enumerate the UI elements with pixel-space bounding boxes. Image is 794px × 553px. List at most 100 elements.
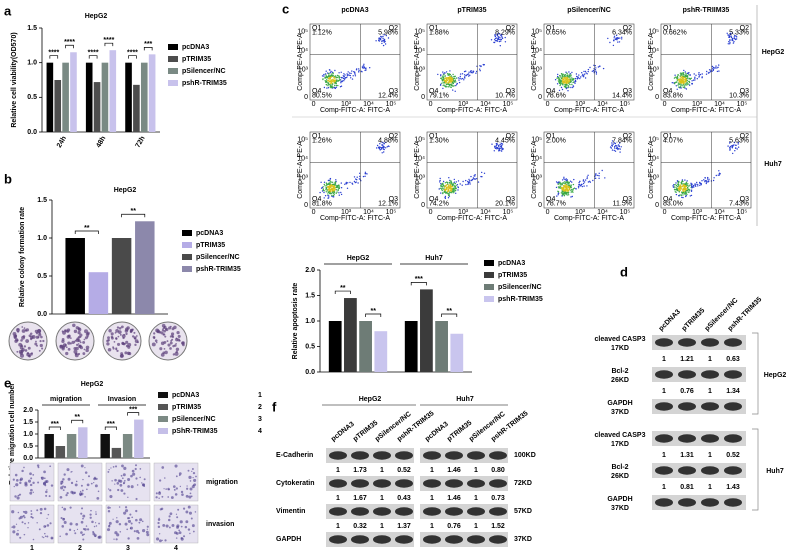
flow-event — [446, 79, 448, 82]
flow-x-tick: 10⁴ — [363, 209, 374, 216]
blot-band — [467, 535, 485, 544]
flow-event — [595, 67, 597, 69]
bar — [101, 62, 109, 132]
flow-event — [335, 86, 338, 88]
colony — [173, 325, 177, 330]
flow-event — [554, 79, 557, 81]
cell — [186, 485, 188, 487]
legend-swatch — [182, 230, 192, 236]
protein-name: cleaved CASP3 — [595, 336, 646, 343]
cell — [130, 485, 134, 489]
cell — [157, 518, 161, 521]
quantification: 1 — [336, 523, 340, 530]
quadrant-name: Q4 — [429, 88, 438, 95]
flow-event — [452, 189, 454, 191]
cell — [178, 529, 181, 532]
flow-event — [495, 37, 498, 39]
quantification: 1.46 — [447, 467, 461, 474]
cell — [191, 468, 194, 470]
cell-label: Huh7 — [766, 468, 784, 475]
flow-event — [575, 73, 578, 75]
protein-kd: 37KD — [514, 536, 532, 543]
cell — [43, 477, 46, 480]
flow-event — [682, 86, 684, 89]
flow-x-tick: 10⁴ — [597, 101, 608, 108]
flow-event — [320, 181, 322, 183]
quadrant-percent: 10.7% — [495, 92, 515, 99]
flow-event — [327, 194, 329, 197]
flow-event — [560, 187, 562, 189]
flow-event — [333, 191, 336, 193]
flow-event — [684, 71, 686, 73]
flow-event — [560, 86, 563, 89]
cell — [127, 537, 130, 540]
flow-event — [495, 40, 497, 42]
cell — [14, 495, 17, 498]
flow-event — [687, 76, 689, 78]
flow-event — [617, 41, 619, 43]
flow-event — [363, 66, 366, 69]
flow-event — [460, 78, 462, 80]
cell — [146, 525, 149, 528]
flow-event — [454, 90, 456, 93]
y-tick-label: 0.5 — [23, 443, 33, 450]
flow-event — [376, 147, 378, 149]
bar — [78, 427, 88, 458]
cell — [62, 478, 65, 481]
flow-event — [567, 181, 569, 183]
flow-event — [334, 87, 337, 90]
flow-event — [582, 182, 585, 185]
flow-event — [733, 141, 736, 144]
flow-event — [564, 182, 567, 184]
flow-event — [718, 172, 721, 175]
cell — [127, 485, 130, 488]
colony — [77, 331, 81, 335]
image-number: 4 — [174, 545, 178, 552]
flow-event — [680, 86, 682, 88]
cell — [48, 495, 51, 498]
flow-event — [353, 176, 356, 178]
flow-event — [455, 184, 457, 187]
flow-event — [691, 187, 693, 189]
flow-event — [442, 75, 444, 77]
y-axis-label: Relative cell viability(OD570) — [11, 32, 18, 127]
cell — [30, 477, 33, 480]
blot-band — [351, 451, 369, 460]
protein-name: Bcl-2 — [611, 368, 628, 375]
flow-event — [611, 142, 613, 144]
column-header: pcDNA3 — [341, 7, 368, 14]
flow-x-tick: 0 — [663, 209, 667, 216]
flow-x-tick: 10⁴ — [597, 209, 608, 216]
flow-event — [681, 179, 684, 181]
flow-event — [574, 82, 576, 85]
quantification: 1.52 — [491, 523, 505, 530]
protein-name: GAPDH — [276, 536, 301, 543]
flow-y-tick: 10⁴ — [531, 155, 542, 162]
flow-event — [331, 189, 333, 191]
flow-event — [378, 40, 381, 42]
flow-event — [678, 86, 680, 88]
quantification: 1 — [662, 452, 666, 459]
cell — [76, 528, 79, 531]
flow-event — [459, 73, 462, 75]
colony — [75, 326, 79, 330]
cell — [95, 477, 98, 480]
colony — [116, 326, 120, 329]
colony — [79, 341, 82, 344]
legend-swatch — [182, 242, 192, 248]
flow-event — [335, 179, 337, 181]
flow-y-tick: 10³ — [649, 174, 660, 181]
y-tick-label: 1.5 — [305, 292, 315, 299]
flow-event — [562, 82, 565, 84]
flow-event — [463, 70, 466, 73]
significance-bracket — [365, 313, 382, 317]
colony — [64, 344, 67, 347]
cell — [123, 511, 127, 515]
flow-event — [572, 85, 575, 88]
flow-event — [465, 75, 467, 77]
flow-event — [321, 190, 324, 192]
flow-event — [447, 189, 449, 191]
flow-event — [439, 187, 442, 189]
quadrant-percent: 74.2% — [429, 200, 449, 207]
flow-event — [737, 143, 739, 145]
